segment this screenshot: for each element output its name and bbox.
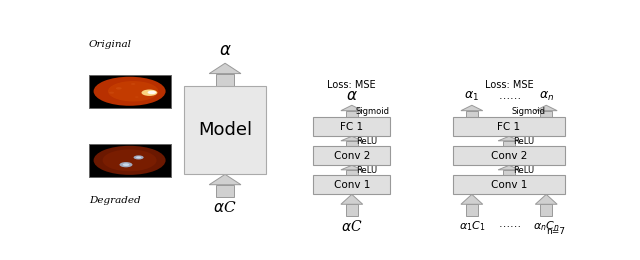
Text: $\alpha_1$: $\alpha_1$ [465,90,479,103]
Polygon shape [540,111,552,117]
Polygon shape [341,105,363,111]
Bar [452,117,566,136]
Polygon shape [466,204,478,216]
Polygon shape [535,105,557,111]
Polygon shape [341,136,363,141]
Text: ReLU: ReLU [513,137,534,146]
Circle shape [109,92,114,94]
Polygon shape [341,194,363,204]
Text: FC 1: FC 1 [340,122,364,132]
Polygon shape [346,141,358,146]
Bar [89,144,170,177]
Polygon shape [498,136,520,141]
Text: $\ldots\ldots$: $\ldots\ldots$ [497,91,520,101]
Circle shape [148,91,156,94]
Polygon shape [216,185,234,197]
Polygon shape [346,204,358,216]
Polygon shape [503,141,515,146]
Text: Original: Original [89,40,132,49]
Text: Model: Model [198,121,252,139]
Circle shape [93,77,166,106]
Circle shape [93,146,166,175]
Text: Conv 1: Conv 1 [491,180,527,190]
Polygon shape [461,194,483,204]
Circle shape [131,83,136,85]
Circle shape [102,150,157,171]
Circle shape [108,81,159,101]
Polygon shape [461,105,483,111]
Text: Loss: MSE: Loss: MSE [484,80,533,90]
Text: FC 1: FC 1 [497,122,520,132]
Text: Degraded: Degraded [89,196,141,205]
Text: Conv 2: Conv 2 [491,151,527,161]
Bar [452,175,566,194]
Text: ReLU: ReLU [356,166,377,175]
Text: Conv 1: Conv 1 [333,180,370,190]
Bar [314,146,390,165]
Polygon shape [209,174,241,185]
Text: $\alpha_1 C_1$: $\alpha_1 C_1$ [458,219,485,233]
Circle shape [123,163,129,166]
Bar [314,175,390,194]
Polygon shape [503,170,515,175]
Text: $\alpha$C: $\alpha$C [341,219,363,234]
Circle shape [116,87,122,89]
Text: ReLU: ReLU [356,137,377,146]
Polygon shape [498,165,520,170]
Bar [314,117,390,136]
Text: Sigmoid: Sigmoid [511,107,545,116]
Circle shape [141,89,157,96]
Circle shape [135,96,139,98]
Bar [184,86,266,174]
Circle shape [136,157,141,158]
Text: ReLU: ReLU [513,166,534,175]
Bar [452,146,566,165]
Text: n=7: n=7 [547,228,566,236]
Text: $\alpha_n C_n$: $\alpha_n C_n$ [533,219,559,233]
Text: Conv 2: Conv 2 [333,151,370,161]
Circle shape [134,155,143,159]
Text: Sigmoid: Sigmoid [356,107,390,116]
Text: $\alpha$: $\alpha$ [346,89,358,103]
Polygon shape [209,63,241,74]
Polygon shape [540,204,552,216]
Bar [89,75,170,108]
Text: $\ldots\ldots$: $\ldots\ldots$ [497,219,520,229]
Text: $\alpha$: $\alpha$ [219,42,232,59]
Polygon shape [346,170,358,175]
Polygon shape [346,111,358,117]
Text: $\alpha_n$: $\alpha_n$ [539,90,554,103]
Polygon shape [216,74,234,86]
Polygon shape [466,111,478,117]
Circle shape [120,162,132,167]
Text: $\alpha$C: $\alpha$C [213,200,237,215]
Text: Loss: MSE: Loss: MSE [328,80,376,90]
Polygon shape [535,194,557,204]
Polygon shape [341,165,363,170]
